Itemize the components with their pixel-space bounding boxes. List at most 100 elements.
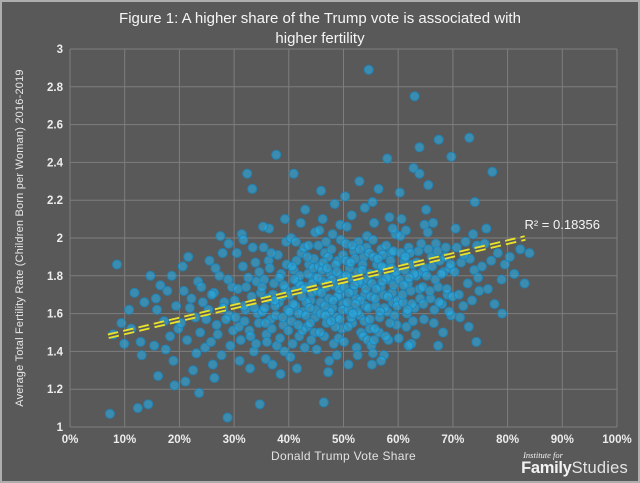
scatter-point <box>424 285 435 296</box>
y-tick-label: 2.2 <box>47 195 63 207</box>
scatter-point <box>244 363 256 374</box>
scatter-point <box>418 314 429 325</box>
scatter-point <box>230 312 241 323</box>
scatter-point <box>486 255 497 266</box>
scatter-point <box>132 403 143 414</box>
scatter-point <box>397 289 408 300</box>
scatter-point <box>165 331 176 342</box>
x-tick-label: 80% <box>496 434 519 446</box>
scatter-point <box>446 151 457 162</box>
scatter-point <box>180 376 191 387</box>
scatter-point <box>410 329 421 340</box>
scatter-point <box>347 308 358 319</box>
x-tick-label: 0% <box>62 434 79 446</box>
scatter-point <box>259 302 270 313</box>
scatter-point <box>504 251 515 262</box>
scatter-point <box>354 176 365 187</box>
scatter-point <box>317 214 328 225</box>
scatter-point <box>451 242 462 253</box>
y-tick-label: 1 <box>57 422 64 434</box>
scatter-point <box>497 308 508 319</box>
scatter-point <box>194 387 205 399</box>
scatter-point <box>398 280 409 291</box>
scatter-point <box>223 238 234 249</box>
scatter-point <box>271 149 282 160</box>
scatter-point <box>367 197 378 208</box>
scatter-point <box>328 295 339 306</box>
scatter-point <box>428 318 439 329</box>
scatter-point <box>466 295 478 306</box>
scatter-point <box>403 340 414 351</box>
scatter-point <box>463 321 474 332</box>
y-axis-title: Average Total Fertility Rate (Children B… <box>14 69 26 407</box>
scatter-point <box>151 304 163 315</box>
scatter-point <box>260 353 271 365</box>
scatter-point <box>454 312 466 323</box>
scatter-point <box>261 336 272 347</box>
scatter-point <box>191 348 202 359</box>
scatter-point <box>469 197 480 208</box>
scatter-point <box>184 302 195 313</box>
scatter-point <box>380 331 391 342</box>
scatter-point <box>462 278 473 289</box>
scatter-point <box>373 183 384 194</box>
scatter-point <box>293 319 304 330</box>
scatter-point <box>250 257 261 268</box>
scatter-point <box>235 335 246 346</box>
scatter-point <box>247 242 258 253</box>
scatter-point <box>414 142 425 153</box>
scatter-point <box>206 289 217 300</box>
scatter-point <box>369 335 380 346</box>
scatter-point <box>196 282 207 293</box>
scatter-point <box>287 338 298 349</box>
scatter-point <box>434 297 445 308</box>
scatter-point <box>160 344 171 355</box>
y-tick-label: 2 <box>57 233 63 245</box>
scatter-point <box>444 306 455 317</box>
x-axis-title: Donald Trump Vote Share <box>271 449 416 463</box>
scatter-point <box>247 183 258 194</box>
scatter-point <box>245 331 256 342</box>
scatter-point <box>331 266 342 278</box>
scatter-point <box>241 282 252 293</box>
scatter-point <box>209 372 220 383</box>
scatter-point <box>104 408 115 419</box>
scatter-point <box>153 370 164 382</box>
scatter-point <box>338 336 350 347</box>
scatter-point <box>474 285 485 296</box>
y-tick-label: 3 <box>57 44 63 56</box>
scatter-point <box>377 276 388 287</box>
scatter-point <box>482 283 493 295</box>
trendline-core <box>108 237 526 338</box>
scatter-point <box>136 350 147 361</box>
scatter-point <box>204 255 215 266</box>
scatter-point <box>206 336 217 347</box>
scatter-point <box>414 168 425 179</box>
scatter-point <box>409 91 420 102</box>
scatter-point <box>499 259 510 270</box>
scatter-point <box>418 299 429 310</box>
scatter-point <box>266 323 277 334</box>
scatter-point <box>468 229 479 240</box>
scatter-point <box>340 191 351 202</box>
scatter-point <box>400 251 411 262</box>
scatter-point <box>440 242 451 253</box>
scatter-point <box>496 274 507 285</box>
scatter-point <box>316 287 327 298</box>
scatter-point <box>258 242 269 253</box>
scatter-point <box>389 310 400 321</box>
r-squared-label: R² = 0.18356 <box>524 217 600 232</box>
scatter-point <box>169 380 180 391</box>
scatter-point <box>422 227 433 238</box>
scatter-point <box>278 280 289 291</box>
scatter-point <box>166 270 177 281</box>
scatter-point <box>215 231 226 242</box>
scatter-point <box>211 319 222 330</box>
scatter-point <box>279 214 291 225</box>
scatter-point <box>306 335 317 346</box>
scatter-point <box>129 287 140 298</box>
scatter-point <box>232 283 243 295</box>
scatter-point <box>423 180 434 191</box>
